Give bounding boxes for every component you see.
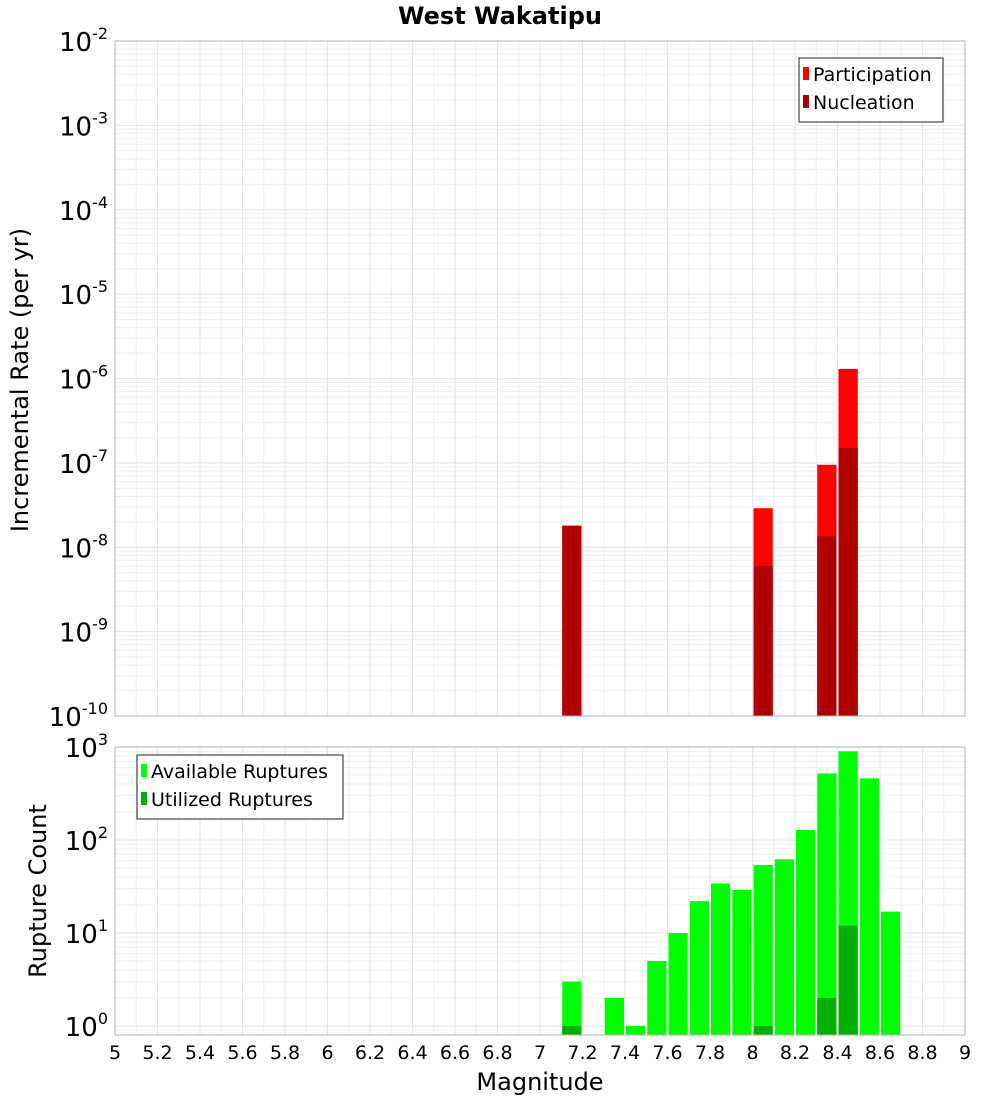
bar-utilized-ruptures: [562, 1025, 582, 1035]
x-tick-label: 8.6: [865, 1042, 895, 1064]
legend-label: Participation: [813, 64, 932, 86]
bar-nucleation: [838, 448, 858, 716]
x-tick-label: 7: [534, 1042, 546, 1064]
top-plot-frame: [114, 40, 966, 717]
bottom-plot-frame: [114, 746, 966, 1036]
x-tick-label: 8.8: [907, 1042, 937, 1064]
legend-box: [136, 754, 344, 820]
chart-title: West Wakatipu: [398, 2, 602, 30]
x-tick-label: 6.6: [440, 1042, 470, 1064]
bar-available-ruptures: [732, 889, 752, 1035]
bottom-y-tick-labels: 100 101 102 103: [65, 730, 108, 1043]
y-tick-label: 10-3: [59, 108, 108, 142]
legend-label: Nucleation: [813, 92, 915, 114]
y-tick-label: 10-5: [59, 277, 108, 311]
x-tick-label: 6.8: [482, 1042, 512, 1064]
y-tick-label: 10-8: [59, 530, 108, 564]
bar-available-ruptures: [796, 830, 816, 1035]
x-tick-label: 8.2: [780, 1042, 810, 1064]
x-tick-label: 8: [746, 1042, 758, 1064]
x-tick-labels: 5 5.2 5.4 5.6 5.8 6 6.2 6.4 6.6 6.8 7 7.2 7.4 7.6 7.8 8…: [109, 1042, 971, 1064]
y-tick-label: 10-4: [59, 193, 108, 227]
bar-utilized-ruptures: [753, 1025, 773, 1035]
legend-swatch: [803, 67, 809, 80]
legend-swatch: [141, 764, 147, 777]
x-tick-label: 9: [959, 1042, 971, 1064]
x-tick-label: 5.6: [227, 1042, 257, 1064]
x-tick-label: 7.6: [652, 1042, 682, 1064]
bottom-plot-bars: [562, 751, 901, 1035]
y-tick-label: 101: [65, 916, 108, 950]
bar-nucleation: [817, 536, 837, 716]
legend-swatch: [803, 95, 809, 108]
bar-available-ruptures: [668, 932, 688, 1035]
bar-utilized-ruptures: [817, 997, 837, 1035]
top-y-axis-label: Incremental Rate (per yr): [6, 228, 34, 532]
bar-available-ruptures: [859, 778, 879, 1035]
bar-available-ruptures: [774, 859, 794, 1035]
bar-utilized-ruptures: [838, 925, 858, 1035]
bar-available-ruptures: [881, 911, 901, 1035]
x-tick-label: 5.2: [142, 1042, 172, 1064]
top-legend: Participation Nucleation: [798, 57, 944, 123]
x-tick-label: 7.8: [695, 1042, 725, 1064]
x-tick-label: 6: [321, 1042, 333, 1064]
bar-available-ruptures: [562, 981, 582, 1035]
top-plot-bars: [562, 368, 858, 716]
legend-box: [798, 57, 944, 123]
legend-swatch: [141, 792, 147, 805]
top-y-tick-labels: 10-10 10-9 10-8 10-7 10-6 10-5 10-4 10-3 10-2: [49, 24, 108, 733]
x-tick-label: 5.4: [185, 1042, 215, 1064]
y-tick-label: 10-7: [59, 446, 108, 480]
bar-available-ruptures: [817, 773, 837, 1035]
y-tick-label: 102: [65, 823, 108, 857]
bar-nucleation: [753, 565, 773, 716]
bottom-legend: Available Ruptures Utilized Ruptures: [136, 754, 344, 820]
bottom-y-axis-label: Rupture Count: [24, 804, 52, 978]
y-tick-label: 103: [65, 730, 108, 764]
x-tick-label: 7.2: [567, 1042, 597, 1064]
bar-available-ruptures: [604, 997, 624, 1035]
x-tick-label: 7.4: [610, 1042, 640, 1064]
bar-available-ruptures: [711, 883, 731, 1035]
y-tick-label: 100: [65, 1009, 108, 1043]
x-tick-label: 6.2: [355, 1042, 385, 1064]
x-tick-label: 6.4: [397, 1042, 427, 1064]
bar-available-ruptures: [647, 960, 667, 1035]
bar-available-ruptures: [626, 1025, 646, 1035]
bar-available-ruptures: [689, 901, 709, 1035]
y-tick-label: 10-9: [59, 615, 108, 649]
x-tick-label: 8.4: [822, 1042, 852, 1064]
y-tick-label: 10-10: [49, 699, 108, 733]
legend-label: Utilized Ruptures: [151, 789, 313, 811]
y-tick-label: 10-6: [59, 362, 108, 396]
x-tick-label: 5.8: [270, 1042, 300, 1064]
bar-nucleation: [562, 525, 582, 716]
x-tick-label: 5: [109, 1042, 121, 1064]
top-plot-grid: [114, 40, 966, 717]
y-tick-label: 10-2: [59, 24, 108, 58]
x-axis-label: Magnitude: [476, 1068, 603, 1096]
legend-label: Available Ruptures: [151, 761, 328, 783]
bar-available-ruptures: [753, 864, 773, 1035]
